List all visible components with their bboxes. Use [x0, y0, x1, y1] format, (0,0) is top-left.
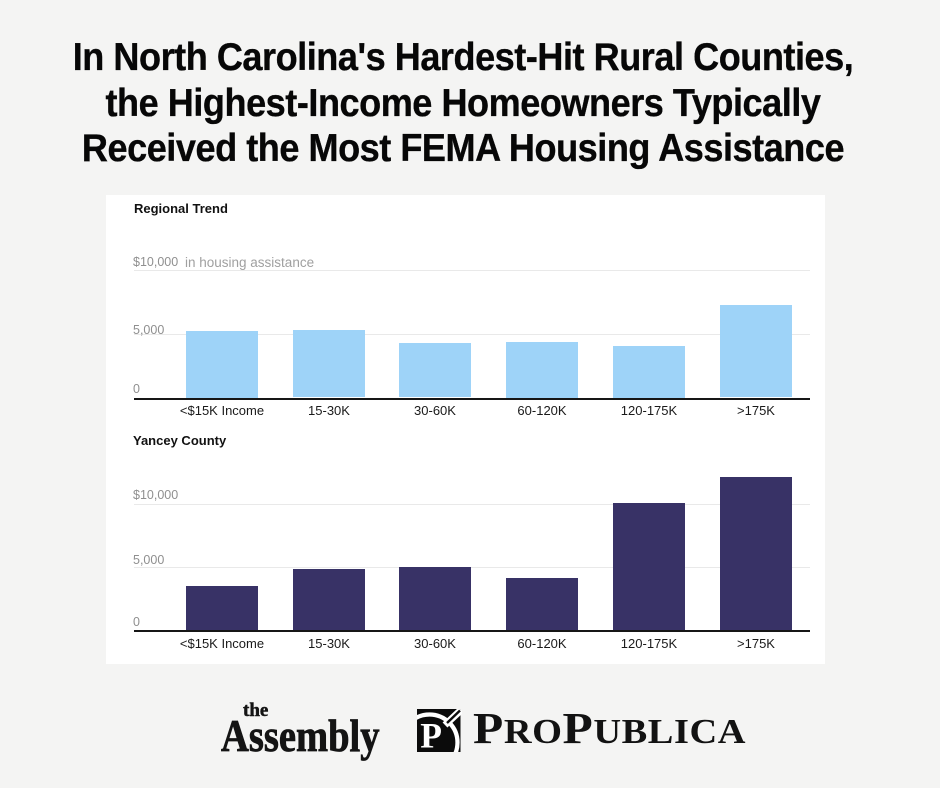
- svg-text:P: P: [420, 715, 442, 752]
